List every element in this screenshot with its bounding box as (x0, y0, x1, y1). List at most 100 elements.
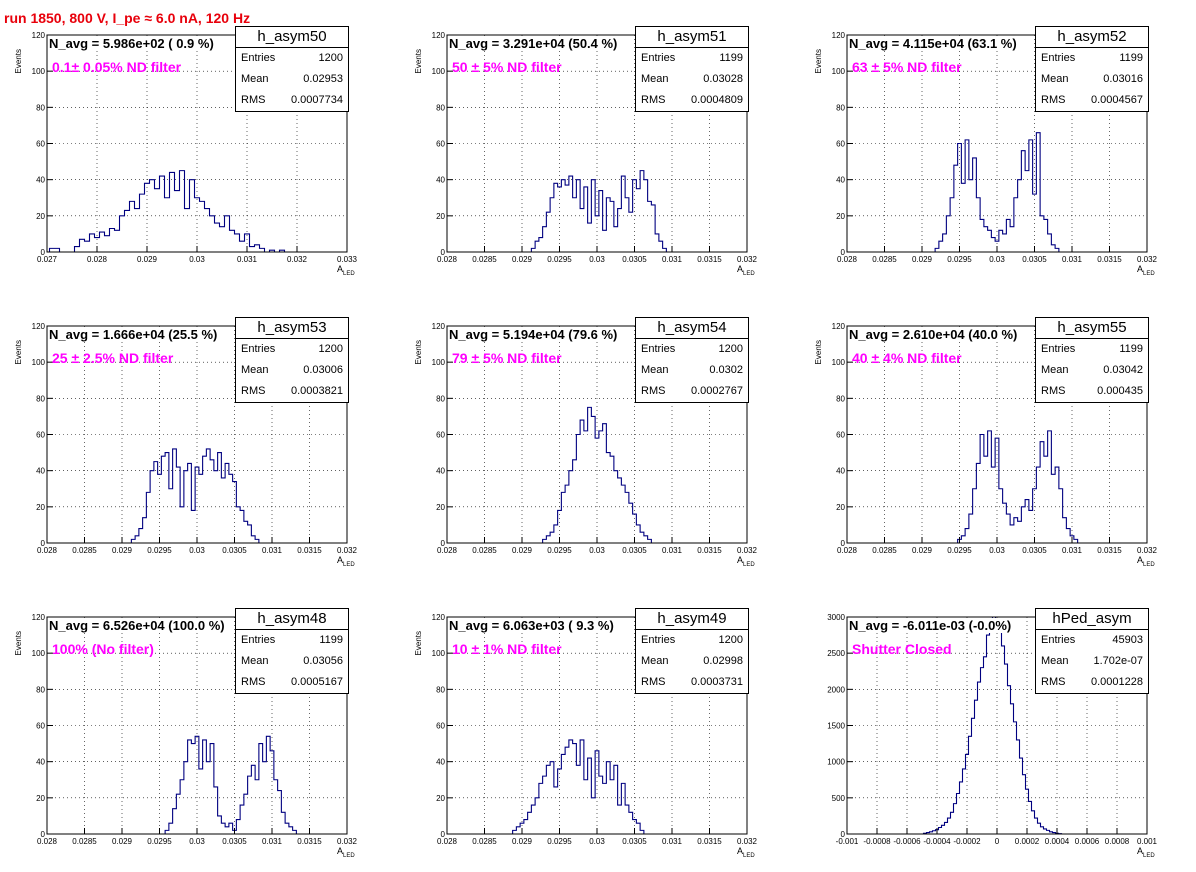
y-tick-label: 80 (836, 103, 845, 112)
x-tick-label: 0.028 (437, 837, 458, 846)
x-tick-label: 0.0305 (622, 837, 647, 846)
x-tick-label: 0.0295 (947, 546, 972, 555)
navg-label: N_avg = 3.291e+04 (50.4 %) (449, 36, 618, 51)
stats-entries-value: 1199 (1119, 52, 1143, 64)
x-tick-label: 0.03 (589, 255, 605, 264)
x-tick-label: 0.028 (837, 546, 858, 555)
y-axis-title: Events (14, 49, 23, 73)
y-tick-label: 20 (436, 794, 445, 803)
stats-rms-row: RMS 0.0002767 (636, 381, 748, 402)
x-tick-label: 0.029 (512, 546, 533, 555)
filter-annotation: 25 ± 2.5% ND filter (52, 350, 174, 366)
filter-annotation: 79 ± 5% ND filter (452, 350, 562, 366)
x-tick-label: 0.0305 (622, 546, 647, 555)
stats-rms-row: RMS 0.0007734 (236, 90, 348, 111)
stats-box: h_asym54 Entries 1200 Mean 0.0302 RMS 0.000276… (635, 317, 749, 403)
y-tick-label: 40 (836, 467, 845, 476)
x-tick-label: 0 (995, 837, 1000, 846)
x-tick-label: -0.001 (836, 837, 859, 846)
stats-mean-label: Mean (241, 655, 269, 667)
x-tick-label: 0.0305 (622, 255, 647, 264)
stats-rms-row: RMS 0.0005167 (236, 672, 348, 693)
histogram-panel-h_asym48: 0.028 0.0285 0.029 0.0295 0.03 0.0305 0.031 0.0… (7, 602, 387, 869)
histogram-series (48, 170, 295, 253)
y-tick-label: 120 (832, 31, 846, 40)
x-tick-label: 0.0285 (872, 546, 897, 555)
x-tick-label: 0.028 (37, 837, 58, 846)
y-tick-label: 80 (36, 103, 45, 112)
y-axis-title: Events (414, 631, 423, 655)
stats-rms-label: RMS (241, 94, 266, 106)
x-tick-label: 0.03 (189, 255, 205, 264)
y-tick-label: 80 (36, 394, 45, 403)
filter-annotation: 10 ± 1% ND filter (452, 641, 562, 657)
y-tick-label: 60 (36, 140, 45, 149)
stats-mean-label: Mean (1041, 73, 1069, 85)
x-tick-label: 0.0315 (697, 546, 722, 555)
x-tick-label: -0.0006 (893, 837, 921, 846)
y-tick-label: 120 (832, 322, 846, 331)
x-axis-title: ALED (337, 555, 355, 568)
stats-rms-label: RMS (1041, 94, 1066, 106)
stats-rms-label: RMS (1041, 385, 1066, 397)
x-tick-label: 0.03 (989, 255, 1005, 264)
stats-mean-label: Mean (641, 364, 669, 376)
stats-entries-row: Entries 1200 (236, 48, 348, 69)
histogram-series (530, 170, 678, 253)
stats-entries-label: Entries (1041, 634, 1076, 646)
stats-mean-value: 0.0302 (709, 364, 743, 376)
stats-rms-value: 0.0004809 (691, 94, 743, 106)
x-tick-label: 0.03 (189, 837, 205, 846)
x-tick-label: -0.0002 (953, 837, 981, 846)
stats-rms-label: RMS (641, 94, 666, 106)
stats-box: h_asym55 Entries 1199 Mean 0.03042 RMS 0.00043… (1035, 317, 1149, 403)
navg-label: N_avg = 1.666e+04 (25.5 %) (49, 327, 218, 342)
x-tick-label: 0.029 (512, 255, 533, 264)
y-axis-title: Events (814, 49, 823, 73)
y-tick-label: 60 (836, 431, 845, 440)
navg-label: N_avg = 6.526e+04 (100.0 %) (49, 618, 225, 633)
x-tick-label: 0.0285 (872, 255, 897, 264)
filter-annotation: 40 ± 4% ND filter (852, 350, 962, 366)
stats-entries-value: 1199 (1119, 343, 1143, 355)
y-tick-label: 60 (836, 140, 845, 149)
navg-label: N_avg = 2.610e+04 (40.0 %) (849, 327, 1018, 342)
y-tick-label: 80 (436, 685, 445, 694)
y-tick-label: 20 (36, 503, 45, 512)
stats-box: h_asym49 Entries 1200 Mean 0.02998 RMS 0.00037… (635, 608, 749, 694)
y-tick-label: 0 (841, 539, 846, 548)
histogram-panel-h_asym53: 0.028 0.0285 0.029 0.0295 0.03 0.0305 0.031 0.0… (7, 311, 387, 578)
stats-rms-row: RMS 0.0004809 (636, 90, 748, 111)
stats-entries-row: Entries 45903 (1036, 630, 1148, 651)
stats-mean-row: Mean 0.03006 (236, 360, 348, 381)
stats-entries-row: Entries 1200 (636, 339, 748, 360)
y-tick-label: 100 (832, 67, 846, 76)
stats-entries-value: 1200 (318, 343, 343, 355)
y-tick-label: 40 (436, 758, 445, 767)
x-tick-label: 0.032 (1137, 546, 1158, 555)
y-axis-title: Events (14, 340, 23, 364)
y-tick-label: 2500 (827, 649, 845, 658)
stats-box: h_asym50 Entries 1200 Mean 0.02953 RMS 0.00077… (235, 26, 349, 112)
y-tick-label: 100 (432, 358, 446, 367)
histogram-panel-h_asym50: 0.027 0.028 0.029 0.03 0.031 0.032 0.033 0 20 40 6… (7, 20, 387, 287)
stats-entries-value: 1199 (719, 52, 743, 64)
stats-entries-label: Entries (1041, 343, 1076, 355)
y-tick-label: 100 (432, 67, 446, 76)
y-tick-label: 100 (432, 649, 446, 658)
y-tick-label: 0 (841, 830, 846, 839)
stats-entries-label: Entries (241, 52, 276, 64)
stats-entries-row: Entries 1199 (236, 630, 348, 651)
histogram-name: h_asym54 (636, 318, 748, 339)
x-tick-label: 0.0315 (297, 837, 322, 846)
filter-annotation: 63 ± 5% ND filter (852, 59, 962, 75)
x-tick-label: -0.0004 (923, 837, 951, 846)
histogram-plot: 0.028 0.0285 0.029 0.0295 0.03 0.0305 0.031 0.0… (814, 31, 1158, 277)
x-tick-label: 0.032 (737, 837, 758, 846)
stats-mean-value: 0.03016 (1103, 73, 1143, 85)
x-tick-label: 0.0285 (72, 546, 97, 555)
stats-rms-row: RMS 0.0001228 (1036, 672, 1148, 693)
stats-mean-value: 0.03056 (303, 655, 343, 667)
x-tick-label: 0.0002 (1015, 837, 1040, 846)
histogram-series (164, 735, 304, 835)
